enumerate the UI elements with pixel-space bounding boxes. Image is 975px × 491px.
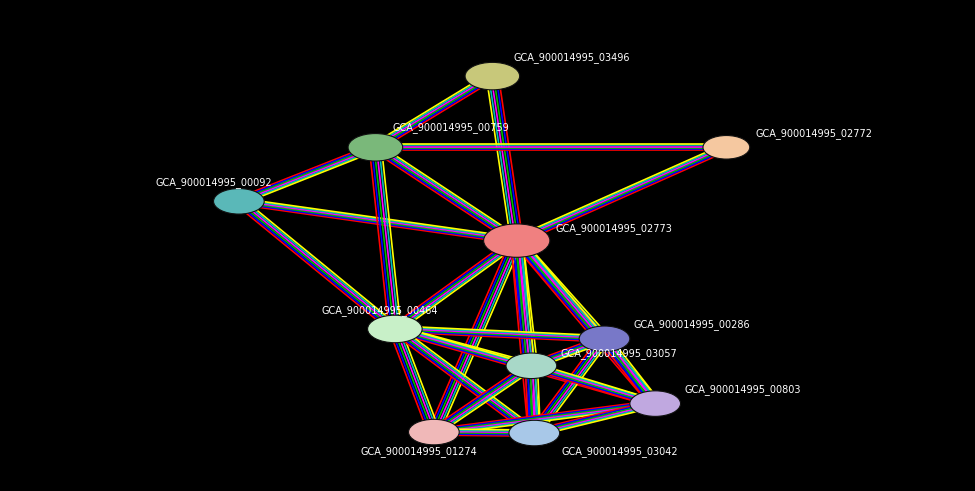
Text: GCA_900014995_00092: GCA_900014995_00092 [156,177,273,188]
Circle shape [579,326,630,352]
Circle shape [465,62,520,90]
Text: GCA_900014995_00759: GCA_900014995_00759 [393,122,510,133]
Circle shape [630,391,681,416]
Text: GCA_900014995_02772: GCA_900014995_02772 [756,128,873,139]
Text: GCA_900014995_00464: GCA_900014995_00464 [322,305,438,316]
Text: GCA_900014995_01274: GCA_900014995_01274 [361,446,478,457]
Text: GCA_900014995_03042: GCA_900014995_03042 [562,446,679,457]
Circle shape [509,420,560,446]
Text: GCA_900014995_00803: GCA_900014995_00803 [684,384,800,395]
Circle shape [214,189,264,214]
Circle shape [484,224,550,257]
Circle shape [703,136,750,159]
Text: GCA_900014995_02773: GCA_900014995_02773 [556,223,673,234]
Text: GCA_900014995_00286: GCA_900014995_00286 [634,319,751,329]
Text: GCA_900014995_03057: GCA_900014995_03057 [561,348,678,359]
Circle shape [409,419,459,445]
Circle shape [368,315,422,343]
Text: GCA_900014995_03496: GCA_900014995_03496 [514,52,630,63]
Circle shape [348,134,403,161]
Circle shape [506,353,557,379]
